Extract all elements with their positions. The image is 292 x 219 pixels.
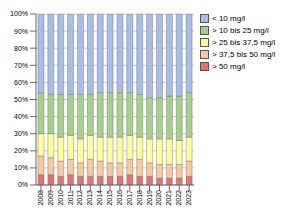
svg-text:2010: 2010 xyxy=(57,190,64,206)
svg-text:70%: 70% xyxy=(14,62,28,69)
svg-text:90%: 90% xyxy=(14,28,28,35)
svg-text:2021: 2021 xyxy=(165,190,172,206)
svg-text:2018: 2018 xyxy=(136,190,143,206)
svg-text:0%: 0% xyxy=(18,181,28,188)
svg-text:2011: 2011 xyxy=(67,190,74,205)
svg-text:2016: 2016 xyxy=(116,190,123,206)
svg-text:100%: 100% xyxy=(10,10,28,17)
svg-text:20%: 20% xyxy=(14,147,28,154)
svg-text:2013: 2013 xyxy=(86,190,93,206)
svg-text:2014: 2014 xyxy=(96,190,103,206)
svg-text:2023: 2023 xyxy=(185,190,192,206)
html-text:< 10 mg/l: < 10 mg/l xyxy=(212,14,246,23)
html-text:> 25 bis 37,5 mg/l: > 25 bis 37,5 mg/l xyxy=(212,38,276,47)
svg-text:2015: 2015 xyxy=(106,190,113,206)
html-text:> 10 bis 25 mg/l: > 10 bis 25 mg/l xyxy=(212,26,269,35)
svg-text:2012: 2012 xyxy=(76,190,83,206)
svg-text:30%: 30% xyxy=(14,130,28,137)
svg-text:40%: 40% xyxy=(14,113,28,120)
svg-text:2019: 2019 xyxy=(146,190,153,206)
svg-text:2022: 2022 xyxy=(175,190,182,206)
svg-text:50%: 50% xyxy=(14,96,28,103)
svg-text:10%: 10% xyxy=(14,164,28,171)
svg-text:60%: 60% xyxy=(14,79,28,86)
svg-text:2008: 2008 xyxy=(37,190,44,206)
html-text:> 50 mg/l: > 50 mg/l xyxy=(212,62,246,71)
svg-text:2020: 2020 xyxy=(155,190,162,206)
html-text:> 37,5 bis 50 mg/l: > 37,5 bis 50 mg/l xyxy=(212,50,276,59)
svg-text:2017: 2017 xyxy=(126,190,133,206)
svg-text:80%: 80% xyxy=(14,45,28,52)
svg-text:2009: 2009 xyxy=(47,190,54,206)
